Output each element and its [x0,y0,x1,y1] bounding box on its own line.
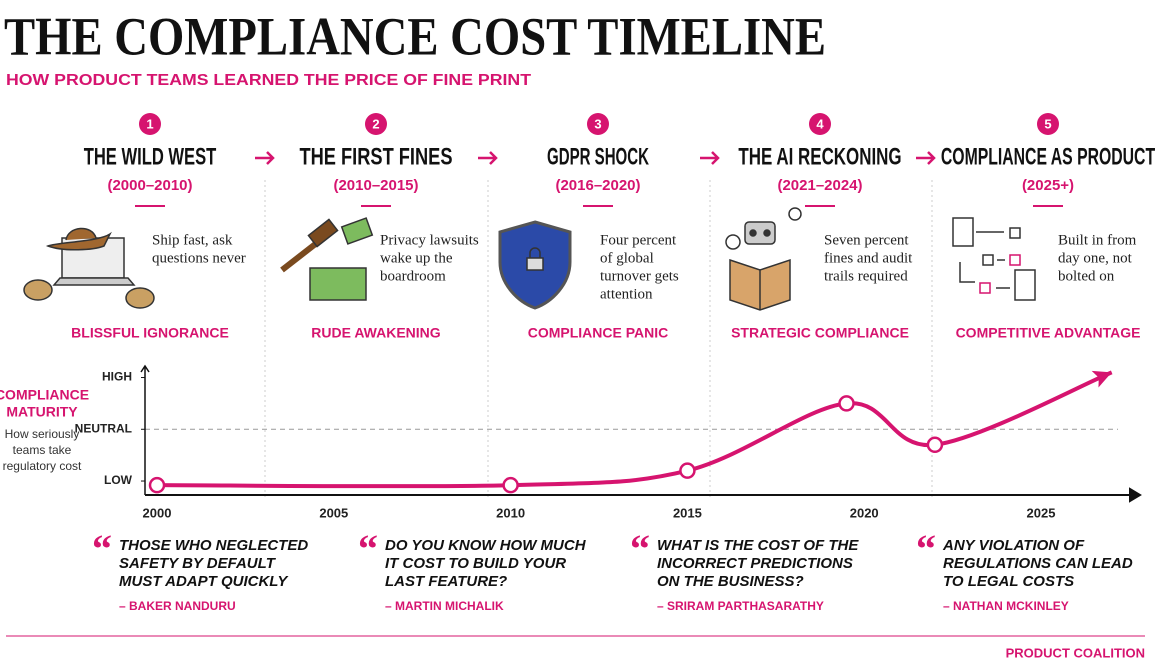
era-description: turnover gets [600,268,679,284]
y-axis-label: MATURITY [6,404,78,420]
y-axis-note: regulatory cost [3,459,82,473]
era-label: RUDE AWAKENING [311,325,440,341]
title: THE COMPLIANCE COST TIMELINE [4,6,826,66]
quote-mark: “ [358,526,378,571]
era-number-badge [365,113,387,135]
era-description: fines and audit [824,250,913,266]
era-description: bolted on [1058,268,1115,284]
curve-point [679,462,696,479]
y-axis-label: COMPLIANCE [0,387,89,403]
y-axis-note: teams take [13,443,72,457]
era-description: of global [600,250,654,266]
era-title: GDPR SHOCK [547,143,649,170]
quote-text: THOSE WHO NEGLECTED [119,537,308,554]
quote-mark: “ [630,526,650,571]
era-number-badge [139,113,161,135]
era-title: COMPLIANCE AS PRODUCT [941,143,1155,170]
era-description: wake up the [380,250,453,266]
quote-text: INCORRECT PREDICTIONS [657,555,853,572]
quote-text: IT COST TO BUILD YOUR [385,555,566,572]
x-axis [145,487,1142,503]
era-number: 2 [372,116,379,131]
quote-text: ANY VIOLATION OF [942,537,1085,554]
era-number: 4 [816,116,824,131]
x-tick-label: 2020 [850,505,879,520]
era-title: THE FIRST FINES [300,143,453,170]
era-label: BLISSFUL IGNORANCE [71,325,229,341]
quote-mark: “ [916,526,936,571]
quote-author: – BAKER NANDURU [119,599,236,613]
era-arrows [255,151,936,165]
era-dates: (2010–2015) [333,177,418,194]
era-description: Built in from [1058,232,1137,248]
maturity-curve [157,370,1113,489]
era-description: attention [600,286,653,302]
curve-point [926,436,944,454]
quote-text: DO YOU KNOW HOW MUCH [385,537,587,554]
era-number-badge [587,113,609,135]
quote-text: LAST FEATURE? [385,573,507,590]
x-tick-label: 2025 [1027,505,1056,520]
curve-point [838,395,855,412]
y-axis [140,364,150,495]
y-tick-label: HIGH [102,370,132,384]
era-label: COMPETITIVE ADVANTAGE [956,325,1141,341]
curve-arrowhead [1091,370,1112,388]
quote-text: ON THE BUSINESS? [657,573,804,590]
curve-point [502,476,519,494]
y-axis-note: How seriously [5,427,80,441]
era-description: Four percent [600,232,677,248]
subtitle: HOW PRODUCT TEAMS LEARNED THE PRICE OF F… [6,72,531,89]
era-dates: (2021–2024) [777,177,862,194]
era-number-badge [809,113,831,135]
era-number: 3 [594,116,601,131]
era-dates: (2000–2010) [107,177,192,194]
quote-text: WHAT IS THE COST OF THE [657,537,859,554]
y-tick-label: NEUTRAL [75,421,132,435]
quote-author: – SRIRAM PARTHASARATHY [657,599,824,613]
x-tick-label: 2010 [496,505,525,520]
era-title: THE WILD WEST [84,143,217,170]
quote-text: MUST ADAPT QUICKLY [119,573,289,590]
icons [23,207,1036,311]
era-dates: (2016–2020) [555,177,640,194]
era-description: trails required [824,268,908,284]
era-description: Privacy lawsuits [380,232,479,248]
curve-point [148,476,166,494]
quote-text: REGULATIONS CAN LEAD [943,555,1133,572]
era-description: boardroom [380,268,446,284]
quote-text: TO LEGAL COSTS [943,573,1074,590]
era-description: day one, not [1058,250,1133,266]
era-description: Ship fast, ask [152,232,233,248]
x-tick-label: 2015 [673,505,702,520]
era-dates: (2025+) [1022,177,1074,194]
x-tick-label: 2000 [143,505,172,520]
era-label: STRATEGIC COMPLIANCE [731,325,909,341]
era-description: questions never [152,250,246,266]
era-description: Seven percent [824,232,909,248]
era-number: 5 [1044,116,1051,131]
footer: PRODUCT COALITION [1006,645,1145,660]
quote-author: – MARTIN MICHALIK [385,599,504,613]
era-label: COMPLIANCE PANIC [528,325,669,341]
quote-mark: “ [92,526,112,571]
era-number-badge [1037,113,1059,135]
quote-text: SAFETY BY DEFAULT [119,555,277,572]
y-tick-label: LOW [104,473,133,487]
era-title: THE AI RECKONING [738,143,901,170]
quote-author: – NATHAN MCKINLEY [943,599,1069,613]
era-number: 1 [146,116,153,131]
x-tick-label: 2005 [319,505,348,520]
